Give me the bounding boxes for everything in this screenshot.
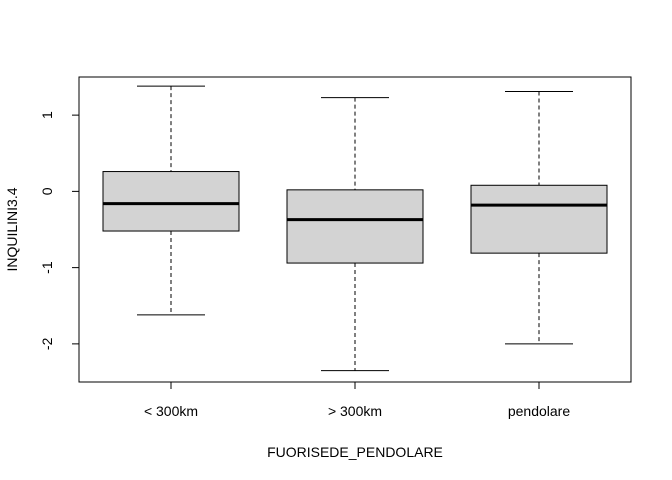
box-iqr (286, 189, 424, 264)
x-axis-label: FUORISEDE_PENDOLARE (267, 444, 443, 460)
box-iqr (470, 184, 608, 254)
x-axis: < 300km > 300km pendolare (144, 381, 570, 419)
y-tick-label: -2 (39, 337, 55, 350)
y-axis-label: INQUILINI3.4 (4, 187, 20, 271)
x-tick-label: > 300km (328, 403, 382, 419)
x-tick-label: pendolare (508, 403, 570, 419)
box-iqr (102, 171, 240, 232)
box-marks (102, 85, 608, 372)
y-axis: -2 -1 0 1 (39, 111, 80, 350)
box-group (102, 85, 240, 316)
y-tick-label: 1 (39, 111, 55, 119)
y-tick-label: -1 (39, 261, 55, 274)
box-group (470, 90, 608, 345)
x-tick-label: < 300km (144, 403, 198, 419)
box-group (286, 97, 424, 372)
y-tick-label: 0 (39, 187, 55, 195)
